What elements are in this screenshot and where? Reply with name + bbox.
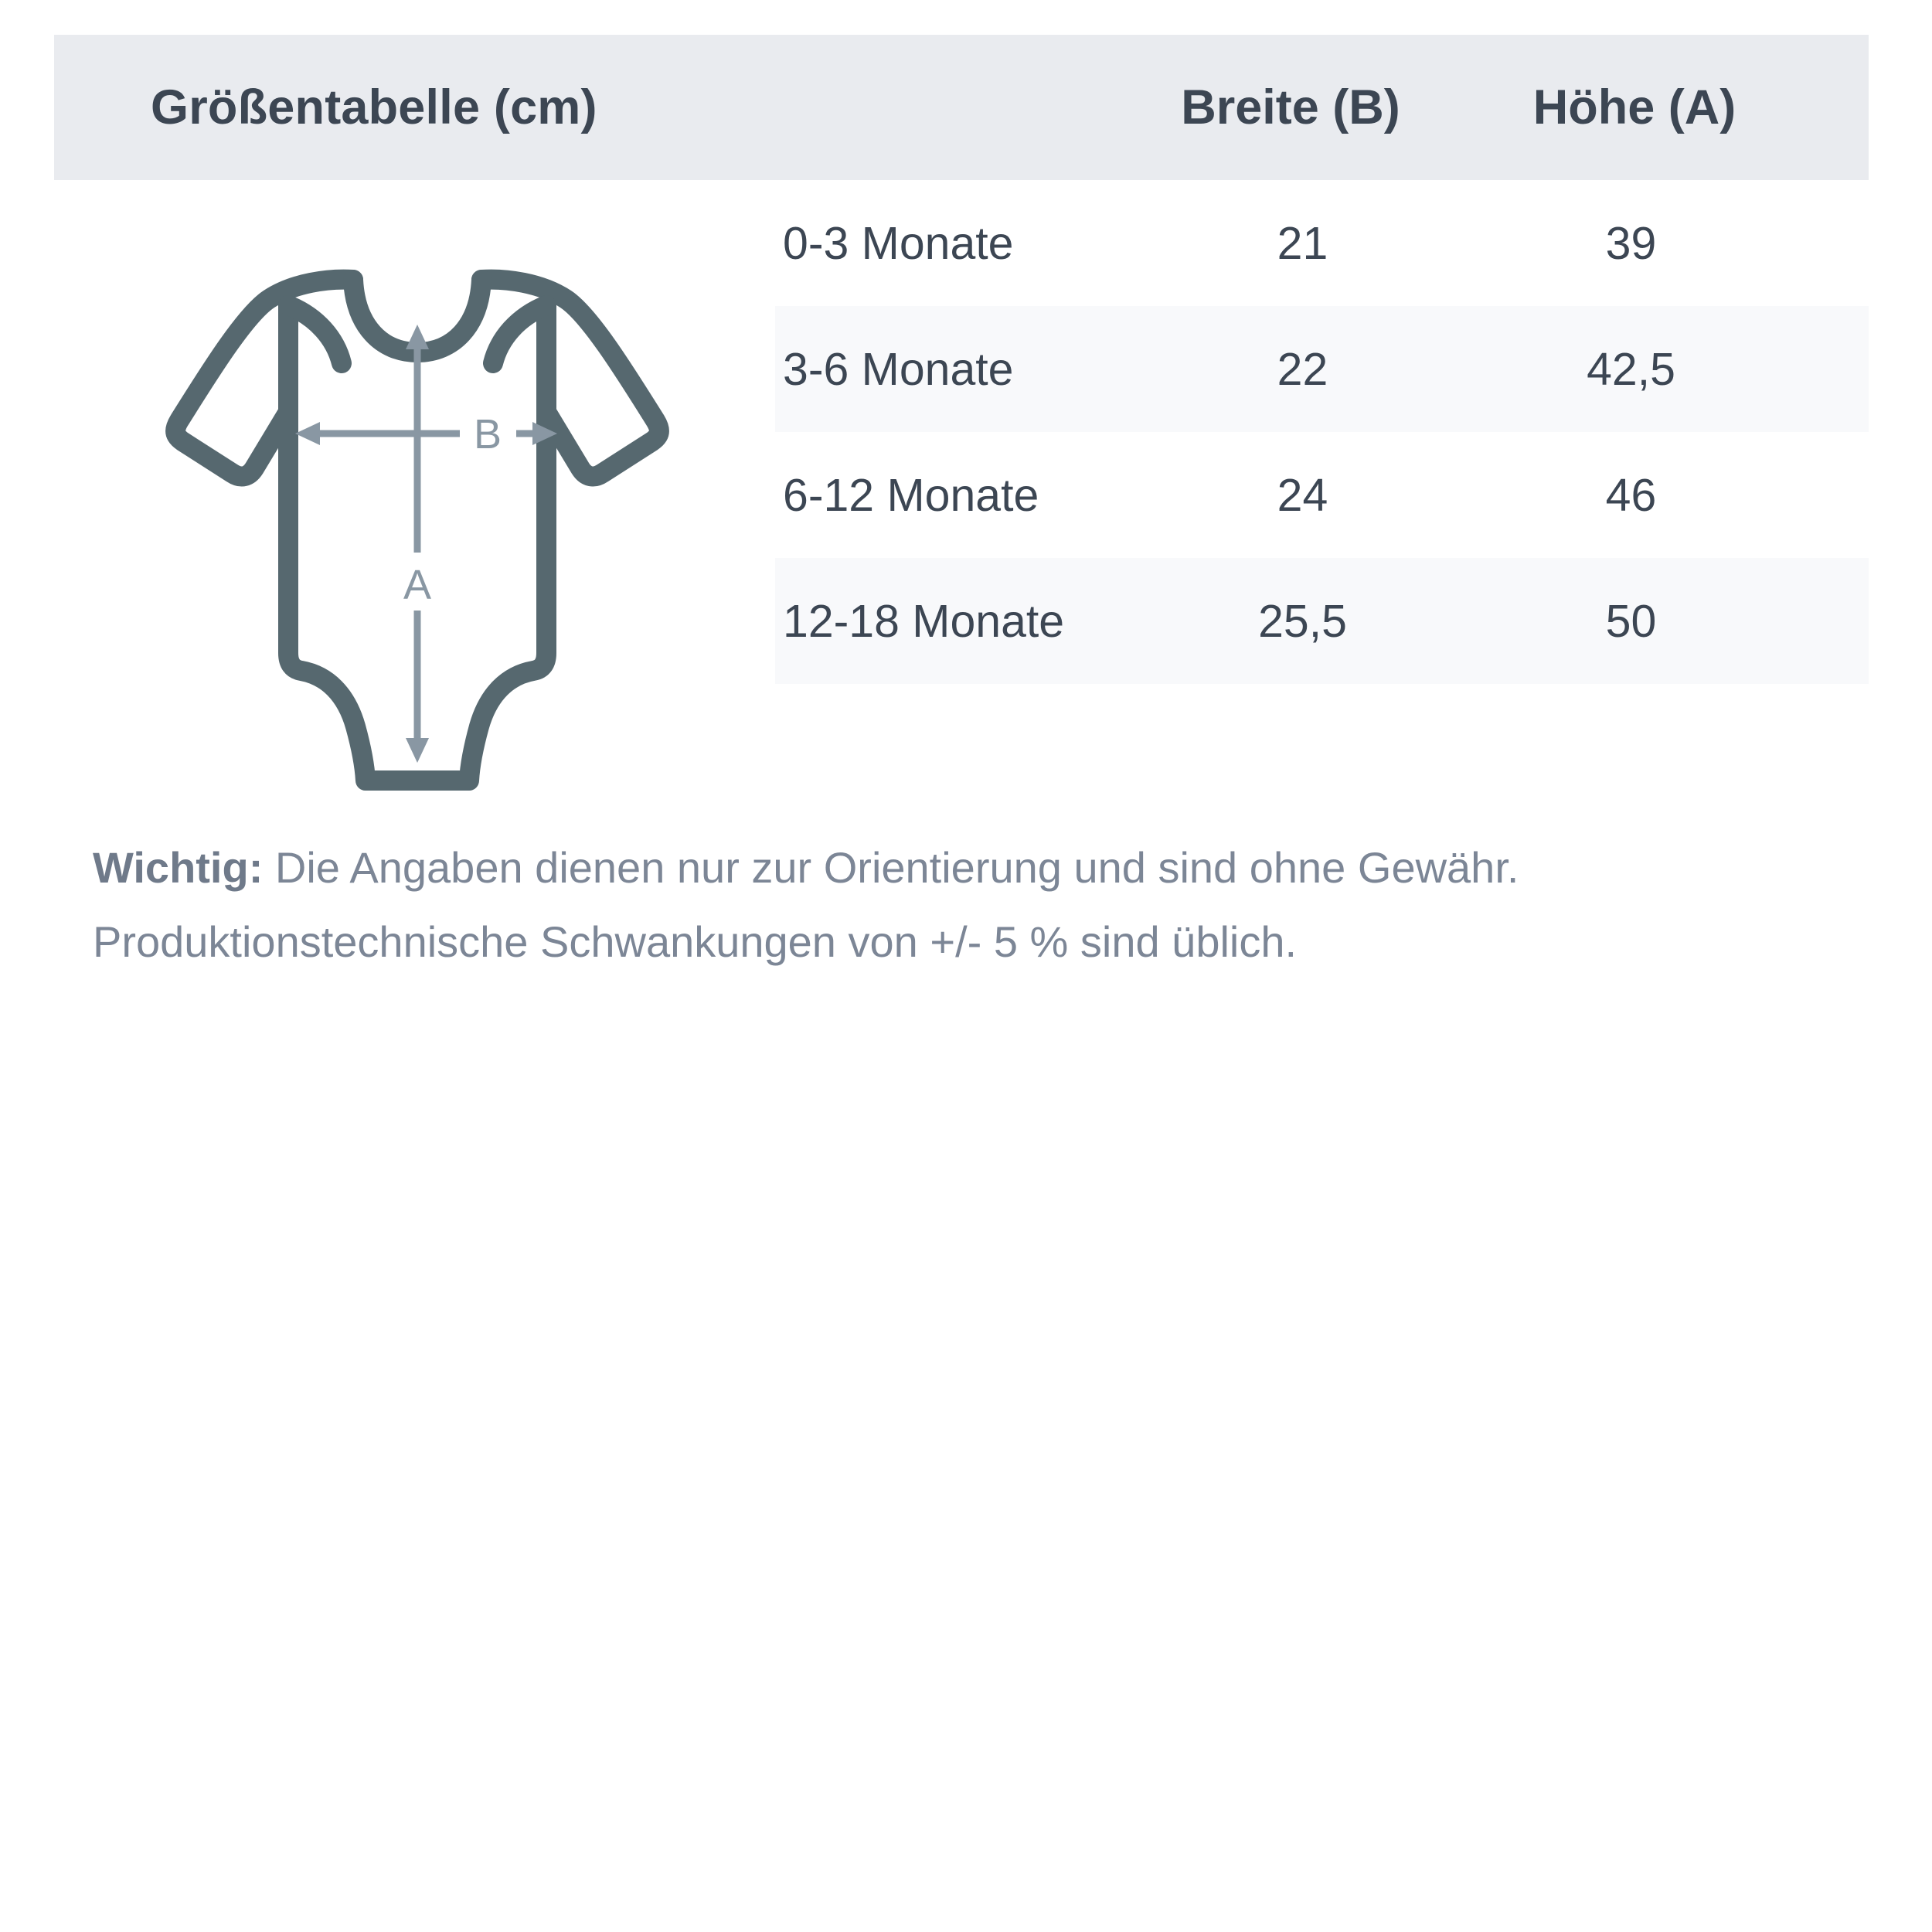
height-label-a: A xyxy=(403,562,431,608)
table-header-band: Größentabelle (cm) Breite (B) Höhe (A) xyxy=(54,35,1869,180)
disclaimer-lead: Wichtig: xyxy=(93,843,263,892)
cell-size: 6-12 Monate xyxy=(783,469,1039,521)
page-title: Größentabelle (cm) xyxy=(151,80,597,134)
cell-size: 12-18 Monate xyxy=(783,595,1065,647)
cell-breite: 22 xyxy=(1277,343,1328,395)
baby-bodysuit-diagram: A B xyxy=(131,224,703,796)
column-header-breite: Breite (B) xyxy=(1181,80,1400,134)
table-row: 12-18 Monate 25,5 50 xyxy=(775,558,1869,684)
cell-size: 0-3 Monate xyxy=(783,217,1014,269)
size-table: 0-3 Monate 21 39 3-6 Monate 22 42,5 6-12… xyxy=(775,180,1869,684)
table-row: 0-3 Monate 21 39 xyxy=(775,180,1869,306)
cell-hoehe: 42,5 xyxy=(1587,343,1675,395)
disclaimer-line-1: Die Angaben dienen nur zur Orientierung … xyxy=(263,843,1519,892)
cell-hoehe: 50 xyxy=(1605,595,1657,647)
bodysuit-outline xyxy=(165,269,669,791)
column-header-hoehe: Höhe (A) xyxy=(1532,80,1736,134)
width-label-b: B xyxy=(474,411,502,457)
bodysuit-icon: A B xyxy=(165,269,669,791)
disclaimer-note: Wichtig: Die Angaben dienen nur zur Orie… xyxy=(93,831,1855,979)
cell-hoehe: 46 xyxy=(1605,469,1657,521)
table-row: 3-6 Monate 22 42,5 xyxy=(775,306,1869,432)
disclaimer-lead-bold: Wichtig: xyxy=(93,843,264,892)
table-row: 6-12 Monate 24 46 xyxy=(775,432,1869,558)
cell-size: 3-6 Monate xyxy=(783,343,1014,395)
cell-breite: 21 xyxy=(1277,217,1328,269)
cell-hoehe: 39 xyxy=(1605,217,1657,269)
disclaimer-line-2: Produktionstechnische Schwankungen von +… xyxy=(93,917,1298,966)
width-measure-arrow xyxy=(295,422,557,445)
cell-breite: 24 xyxy=(1277,469,1328,521)
height-measure-arrow xyxy=(406,325,429,763)
cell-breite: 25,5 xyxy=(1258,595,1347,647)
